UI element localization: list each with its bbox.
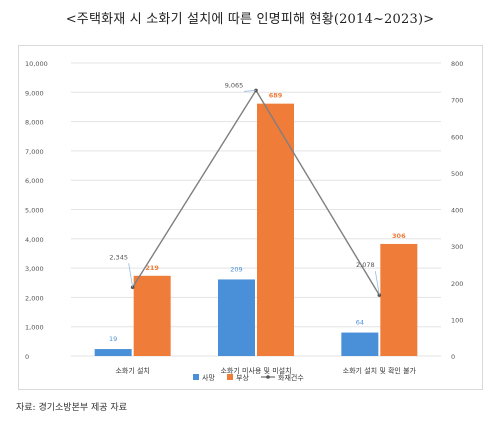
right-axis-tick-label: 0 xyxy=(451,353,455,361)
data-label-deaths: 19 xyxy=(109,335,117,343)
left-axis-tick-label: 6,000 xyxy=(25,177,44,185)
left-axis-tick-label: 4,000 xyxy=(25,236,44,244)
bar-injuries xyxy=(257,103,294,356)
legend-marker xyxy=(266,375,270,379)
left-axis-tick-label: 8,000 xyxy=(25,119,44,127)
chart-frame: 0 1,000 2,000 3,000 4,000 5,000 6,000 7,000 8,00… xyxy=(18,45,483,390)
chart-title: <주택화재 시 소화기 설치에 따른 인명피해 현황(2014~2023)> xyxy=(65,12,435,27)
left-axis-tick-label: 10,000 xyxy=(25,60,48,68)
left-axis-tick-label: 2,000 xyxy=(25,294,44,302)
point-fires xyxy=(377,293,382,297)
right-axis-tick-label: 600 xyxy=(451,133,463,141)
data-label-fires: 9,065 xyxy=(225,81,244,89)
right-axis-tick-label: 400 xyxy=(451,207,463,215)
right-axis-tick-label: 200 xyxy=(451,280,463,288)
data-label-deaths: 209 xyxy=(230,265,242,273)
leader-line xyxy=(374,271,380,296)
bar-injuries xyxy=(380,243,418,356)
combo-chart: 0 1,000 2,000 3,000 4,000 5,000 6,000 7,000 8,00… xyxy=(25,60,463,382)
left-axis-tick-label: 1,000 xyxy=(25,324,44,332)
right-axis-tick-label: 300 xyxy=(451,243,463,251)
left-axis-tick-label: 9,000 xyxy=(25,89,44,97)
category-label: 소화기 미사용 및 미설치 xyxy=(220,366,291,375)
bar-deaths xyxy=(94,349,132,356)
data-label-deaths: 64 xyxy=(356,319,364,327)
data-label-injuries: 689 xyxy=(269,92,283,100)
left-axis-tick-label: 3,000 xyxy=(25,265,44,273)
bar-injuries xyxy=(133,275,171,356)
category-label: 소화기 설치 및 확인 불가 xyxy=(343,366,417,375)
legend-swatch xyxy=(227,374,233,380)
data-label-injuries: 306 xyxy=(392,232,406,240)
left-axis-tick-label: 7,000 xyxy=(25,148,44,156)
right-axis-tick-label: 100 xyxy=(451,316,463,324)
left-axis-tick-label: 5,000 xyxy=(25,207,44,215)
leader-line xyxy=(243,90,257,92)
data-label-injuries: 219 xyxy=(145,264,159,272)
legend-swatch xyxy=(193,374,199,380)
right-axis-tick-label: 500 xyxy=(451,170,463,178)
data-label-fires: 2,345 xyxy=(109,253,128,261)
legend-label: 사망 xyxy=(202,373,215,382)
data-label-fires: 2,078 xyxy=(356,261,375,269)
right-axis-tick-label: 800 xyxy=(451,60,463,68)
right-axis-tick-label: 700 xyxy=(451,97,463,105)
left-axis-tick-label: 0 xyxy=(25,353,29,361)
legend-label: 화재건수 xyxy=(278,373,304,382)
legend-label: 부상 xyxy=(236,373,249,382)
source-note: 자료: 경기소방본부 제공 자료 xyxy=(16,403,127,413)
bar-deaths xyxy=(341,332,379,356)
bar-deaths xyxy=(218,279,255,356)
leader-line xyxy=(128,263,134,288)
category-label: 소화기 설치 xyxy=(115,366,149,375)
